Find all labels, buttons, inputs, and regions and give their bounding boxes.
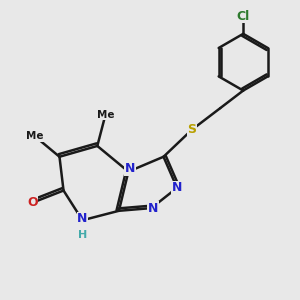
Text: Me: Me — [97, 110, 114, 120]
Text: S: S — [188, 123, 196, 136]
Text: Cl: Cl — [237, 10, 250, 23]
Text: N: N — [148, 202, 158, 214]
Text: Me: Me — [26, 131, 44, 142]
Text: N: N — [172, 181, 182, 194]
Text: N: N — [77, 212, 88, 225]
Text: O: O — [27, 196, 38, 209]
Text: N: N — [124, 162, 135, 176]
Text: H: H — [78, 230, 87, 240]
